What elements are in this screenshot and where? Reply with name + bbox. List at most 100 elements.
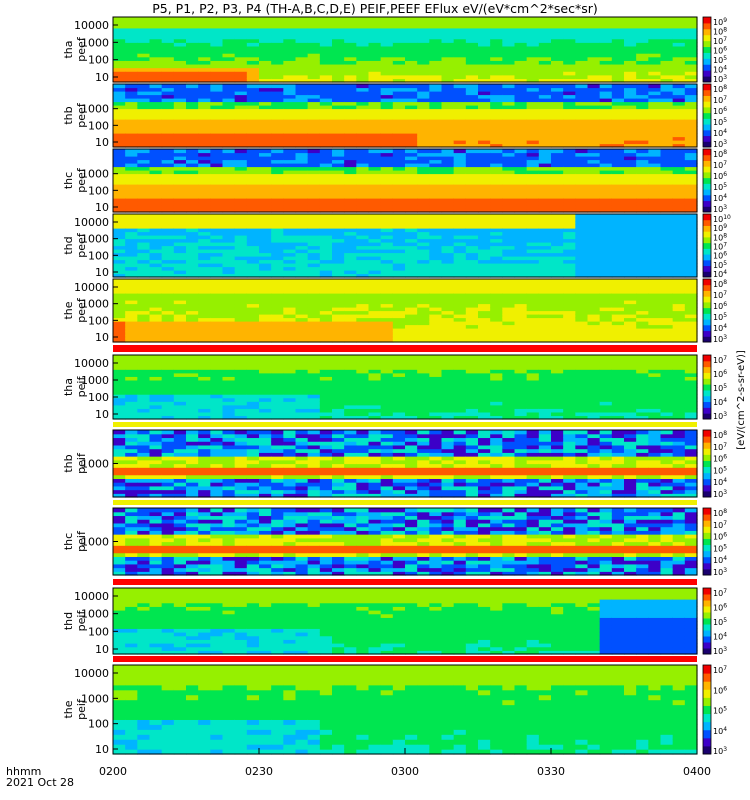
- spectrogram-cell: [624, 289, 637, 294]
- spectrogram-cell: [271, 152, 284, 157]
- spectrogram-cell: [246, 198, 260, 203]
- spectrogram-cell: [405, 245, 418, 250]
- spectrogram-cell: [405, 87, 418, 92]
- spectrogram-cell: [319, 27, 333, 33]
- spectrogram-cell: [332, 201, 345, 206]
- spectrogram-cell: [611, 303, 625, 308]
- spectrogram-cell: [624, 300, 637, 305]
- spectrogram-cell: [344, 296, 357, 301]
- spectrogram-cell: [672, 201, 686, 206]
- spectrogram-cell: [648, 228, 662, 233]
- spectrogram-cell: [551, 31, 564, 36]
- spectrogram-cell: [319, 328, 333, 333]
- spectrogram-cell: [684, 152, 698, 157]
- spectrogram-cell: [405, 173, 418, 178]
- spectrogram-cell: [624, 112, 637, 117]
- spectrogram-cell: [441, 372, 455, 377]
- spectrogram-cell: [502, 201, 516, 206]
- spectrogram-cell: [453, 387, 467, 392]
- spectrogram-cell: [636, 24, 649, 29]
- spectrogram-cell: [210, 166, 224, 171]
- spectrogram-cell: [465, 338, 479, 343]
- spectrogram-cell: [295, 314, 309, 319]
- spectrogram-cell: [429, 369, 443, 374]
- spectrogram-cell: [490, 78, 503, 83]
- spectrogram-cell: [514, 105, 528, 110]
- spectrogram-cell: [599, 119, 613, 124]
- spectrogram-cell: [125, 45, 138, 51]
- spectrogram-cell: [307, 136, 321, 141]
- spectrogram-cell: [611, 112, 625, 117]
- spectrogram-cell: [113, 101, 126, 106]
- spectrogram-cell: [575, 224, 589, 229]
- spectrogram-cell: [246, 194, 260, 199]
- spectrogram-cell: [478, 101, 491, 106]
- spectrogram-cell: [356, 133, 370, 138]
- spectrogram-cell: [441, 191, 455, 196]
- spectrogram-cell: [210, 184, 224, 189]
- spectrogram-cell: [210, 31, 224, 36]
- spectrogram-cell: [222, 122, 236, 127]
- spectrogram-cell: [660, 338, 674, 343]
- spectrogram-cell: [453, 208, 467, 213]
- spectrogram-cell: [344, 331, 357, 336]
- spectrogram-cell: [271, 126, 284, 131]
- spectrogram-cell: [198, 98, 211, 103]
- spectrogram-cell: [113, 159, 126, 164]
- spectrogram-cell: [551, 286, 564, 291]
- spectrogram-cell: [563, 221, 576, 226]
- spectrogram-cell: [186, 394, 199, 399]
- spectrogram-cell: [161, 321, 175, 326]
- spectrogram-cell: [587, 152, 601, 157]
- panel-species-label: peef: [75, 36, 88, 62]
- spectrogram-cell: [453, 91, 467, 96]
- spectrogram-cell: [478, 303, 491, 308]
- spectrogram-cell: [332, 78, 345, 83]
- spectrogram-cell: [332, 63, 345, 69]
- spectrogram-cell: [526, 321, 540, 326]
- spectrogram-cell: [113, 78, 126, 83]
- spectrogram-cell: [660, 208, 674, 213]
- spectrogram-cell: [356, 42, 370, 47]
- spectrogram-cell: [198, 17, 211, 22]
- spectrogram-cell: [672, 159, 686, 164]
- spectrogram-cell: [222, 133, 236, 138]
- spectrogram-cell: [514, 245, 528, 250]
- spectrogram-cell: [684, 273, 698, 278]
- spectrogram-cell: [137, 129, 151, 134]
- spectrogram-cell: [551, 279, 564, 284]
- spectrogram-cell: [624, 152, 637, 157]
- spectrogram-cell: [198, 87, 211, 92]
- spectrogram-cell: [125, 49, 138, 54]
- spectrogram-cell: [295, 224, 309, 229]
- spectrogram-cell: [380, 194, 394, 199]
- spectrogram-cell: [319, 201, 333, 206]
- spectrogram-cell: [332, 173, 345, 178]
- spectrogram-cell: [271, 149, 284, 154]
- spectrogram-cell: [417, 249, 430, 254]
- spectrogram-cell: [660, 180, 674, 185]
- spectrogram-cell: [465, 331, 479, 336]
- spectrogram-cell: [478, 159, 491, 164]
- spectrogram-cell: [405, 112, 418, 117]
- spectrogram-cell: [405, 35, 418, 40]
- spectrogram-cell: [575, 152, 589, 157]
- spectrogram-cell: [611, 108, 625, 113]
- spectrogram-cell: [490, 112, 503, 117]
- spectrogram-cell: [611, 143, 625, 148]
- spectrogram-cell: [429, 105, 443, 110]
- spectrogram-cell: [307, 184, 321, 189]
- spectrogram-cell: [113, 358, 126, 363]
- spectrogram-cell: [526, 49, 540, 54]
- spectrogram-cell: [417, 119, 430, 124]
- spectrogram-cell: [624, 56, 637, 61]
- spectrogram-cell: [453, 115, 467, 120]
- spectrogram-cell: [113, 328, 126, 333]
- spectrogram-cell: [161, 101, 175, 106]
- spectrogram-cell: [624, 303, 637, 308]
- spectrogram-cell: [307, 338, 321, 343]
- spectrogram-cell: [283, 328, 297, 333]
- spectrogram-cell: [125, 228, 138, 233]
- spectrogram-cell: [648, 184, 662, 189]
- spectrogram-cell: [453, 191, 467, 196]
